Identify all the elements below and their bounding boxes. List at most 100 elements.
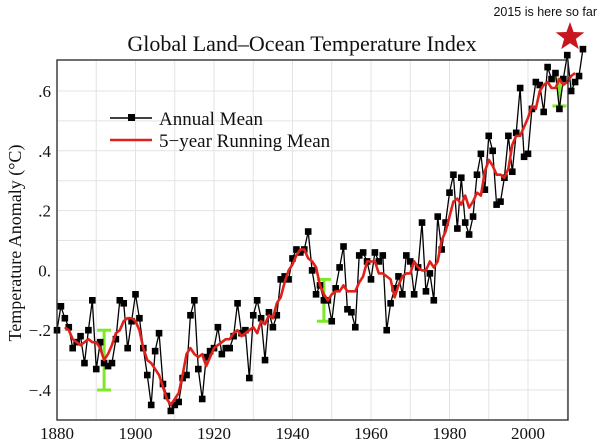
annual-mean-point — [332, 285, 339, 292]
annual-mean-point — [418, 219, 426, 226]
annotation: 2015 is here so far — [493, 5, 597, 50]
annual-mean-point — [524, 150, 532, 158]
legend-annual-marker — [128, 114, 135, 121]
annual-mean-point — [446, 189, 453, 196]
annual-mean-point — [187, 311, 194, 319]
y-tick-label: 0. — [38, 261, 51, 280]
x-tick-label: 1880 — [40, 424, 74, 441]
annual-mean-point — [461, 219, 469, 226]
annual-mean-point — [128, 317, 135, 325]
annual-mean-point — [532, 78, 540, 86]
annual-mean-point — [505, 132, 512, 140]
annual-mean-point — [81, 359, 88, 367]
annual-mean-point — [206, 347, 214, 355]
annual-mean-point — [536, 81, 544, 89]
annual-mean-point — [560, 75, 567, 83]
annual-mean-point — [344, 305, 351, 313]
annual-mean-point — [249, 311, 257, 319]
annual-mean-point — [481, 186, 489, 193]
annual-mean-point — [69, 344, 76, 352]
annual-mean-point — [406, 258, 414, 265]
annual-mean-point — [304, 228, 312, 235]
annual-mean-point — [124, 344, 131, 352]
annual-mean-point — [238, 329, 245, 337]
annual-mean-point — [257, 314, 265, 322]
x-tick-labels: 1880 1900 1920 1940 1960 1980 2000 — [40, 424, 545, 441]
running-mean-line — [64, 72, 576, 407]
annual-mean-point — [473, 171, 481, 179]
annual-mean-point — [497, 198, 504, 205]
annual-mean-point — [320, 297, 328, 304]
y-tick-label: .6 — [38, 82, 51, 101]
annual-mean-point — [143, 371, 151, 379]
y-tick-label: .4 — [38, 142, 51, 161]
annual-mean-point — [89, 297, 96, 304]
annual-mean-point — [195, 365, 202, 373]
annual-mean-point — [273, 311, 281, 319]
annual-mean-point — [563, 51, 571, 59]
annual-mean-point — [191, 297, 198, 304]
annual-mean-point — [65, 323, 73, 331]
annual-mean-point — [426, 270, 434, 277]
series-layer — [53, 45, 587, 415]
annual-mean-point — [85, 326, 92, 334]
legend-running-label: 5−year Running Mean — [159, 131, 331, 152]
annual-mean-point — [575, 72, 583, 80]
y-axis-label: Temperature Anomaly (°C) — [5, 145, 26, 342]
annual-mean-point — [92, 365, 100, 373]
annual-mean-point — [399, 291, 406, 298]
annual-mean-point — [175, 398, 182, 406]
annual-mean-point — [261, 356, 269, 364]
annual-mean-point — [469, 213, 477, 220]
annual-mean-point — [383, 326, 390, 334]
annual-mean-point — [512, 129, 520, 137]
annual-mean-point — [348, 308, 355, 316]
annual-mean-point — [352, 323, 359, 331]
annual-mean-point — [379, 252, 387, 259]
x-tick-label: 1980 — [433, 424, 467, 441]
annual-mean-point — [340, 243, 347, 250]
annual-mean-point — [308, 267, 316, 274]
annual-mean-point — [132, 291, 139, 298]
annual-mean-point — [61, 314, 69, 322]
annual-mean-point — [96, 338, 104, 346]
annual-mean-point — [465, 231, 473, 238]
annual-mean-point — [151, 347, 159, 355]
annual-mean-point — [116, 297, 124, 304]
annual-mean-point — [410, 291, 418, 298]
annual-mean-point — [336, 264, 343, 271]
annual-mean-point — [293, 246, 300, 253]
chart-title: Global Land–Ocean Temperature Index — [127, 31, 476, 56]
annual-mean-point — [430, 297, 438, 304]
annual-mean-point — [277, 276, 285, 283]
y-tick-label: −.2 — [29, 321, 51, 340]
annual-mean-point — [567, 87, 575, 95]
annual-mean-point — [297, 249, 304, 256]
annual-mean-point — [395, 273, 402, 280]
annual-mean-point — [281, 273, 288, 280]
annual-mean-point — [355, 252, 363, 259]
annual-mean-point — [552, 69, 559, 77]
annual-mean-point — [477, 150, 485, 158]
y-tick-label: .2 — [38, 202, 51, 221]
annotation-text: 2015 is here so far — [493, 5, 597, 19]
annual-mean-point — [375, 258, 383, 265]
plot-frame — [56, 59, 569, 421]
annual-mean-point — [198, 395, 206, 403]
annual-mean-point — [253, 297, 261, 304]
annual-mean-point — [234, 299, 241, 307]
annual-mean-point — [242, 326, 249, 334]
annual-mean-point — [493, 201, 500, 208]
legend-annual-label: Annual Mean — [159, 109, 263, 130]
annual-mean-point — [120, 299, 128, 307]
annual-mean-point — [289, 255, 296, 262]
annual-mean-point — [100, 359, 108, 367]
annual-mean-point — [540, 108, 547, 116]
annual-mean-point — [454, 225, 461, 232]
legend: Annual Mean 5−year Running Mean — [110, 109, 331, 152]
annual-mean-point — [457, 174, 465, 182]
annual-mean-point — [434, 213, 442, 220]
annual-mean-point — [509, 168, 516, 176]
annual-mean-point — [57, 302, 65, 310]
